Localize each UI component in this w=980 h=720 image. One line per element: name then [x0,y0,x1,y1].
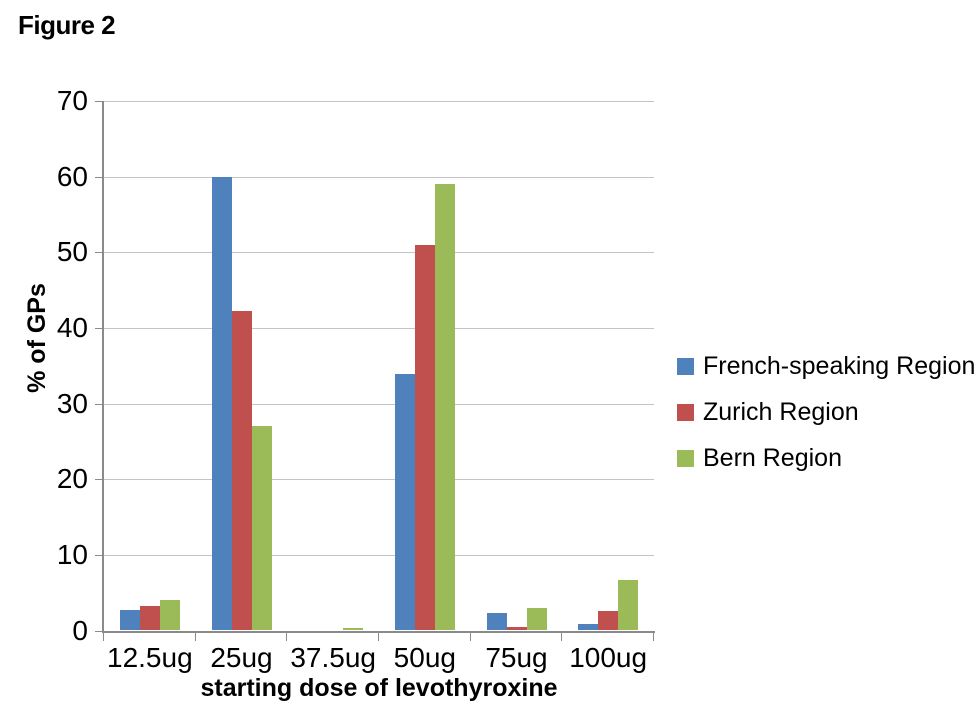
bar-bern-region-25ug [251,426,272,631]
y-tick-label-60: 60 [56,160,88,192]
gridline-70 [104,101,654,102]
figure-title: Figure 2 [18,10,116,40]
x-category-label-25ug: 25ug [210,642,273,673]
x-axis-title: starting dose of levothyroxine [200,674,558,702]
y-tick-0 [95,630,103,632]
x-tick-5 [561,632,563,641]
x-tick-4 [469,632,471,641]
legend-item-zurich-region: Zurich Region [677,398,977,427]
gridline-20 [104,479,654,481]
bar-french-speaking-region-50ug [394,374,415,631]
y-tick-40 [95,327,103,329]
legend-label-zurich-region: Zurich Region [703,398,859,426]
y-tick-70 [95,101,103,102]
legend-swatch-icon-zurich-region [677,404,694,421]
gridline-30 [104,403,654,405]
y-tick-label-10: 10 [56,538,88,570]
bar-bern-region-75ug [526,607,547,631]
bar-zurich-region-100ug [598,610,619,631]
y-tick-60 [95,176,103,178]
x-axis-line [102,630,655,633]
x-tick-3 [378,632,379,641]
y-tick-20 [95,479,103,481]
y-tick-label-0: 0 [72,614,88,646]
x-tick-6 [653,632,654,641]
x-category-label-37.5ug: 37.5ug [290,642,376,673]
legend-item-bern-region: Bern Region [677,444,977,473]
gridline-40 [104,327,654,329]
x-category-label-50ug: 50ug [393,642,456,673]
bar-french-speaking-region-12.5ug [119,610,140,631]
legend-swatch-icon-bern-region [677,450,694,467]
plot-area [104,101,654,631]
legend: French-speaking Region Zurich Region Bern … [677,352,977,490]
legend-swatch-icon-french-speaking-region [677,358,694,375]
x-category-label-12.5ug: 12.5ug [107,642,193,673]
bar-french-speaking-region-75ug [486,613,507,631]
y-tick-label-20: 20 [56,463,88,495]
bar-bern-region-50ug [434,184,455,631]
x-tick-1 [194,632,196,641]
bar-zurich-region-25ug [231,310,252,631]
bar-bern-region-12.5ug [159,600,180,631]
x-tick-0 [103,632,104,641]
legend-item-french-speaking-region: French-speaking Region [677,352,977,381]
y-tick-10 [95,554,103,556]
y-tick-label-30: 30 [56,387,88,419]
gridline-50 [104,252,654,254]
y-axis-line [102,101,104,633]
bar-zurich-region-50ug [414,244,435,631]
bar-french-speaking-region-100ug [578,623,599,631]
x-tick-2 [286,632,288,641]
y-tick-30 [95,403,103,405]
y-tick-label-70: 70 [56,85,88,116]
y-tick-50 [95,252,103,254]
bar-bern-region-37.5ug [343,628,364,631]
bar-zurich-region-75ug [506,626,527,631]
legend-label-bern-region: Bern Region [703,444,842,472]
bar-bern-region-100ug [618,579,639,631]
bar-french-speaking-region-25ug [211,176,232,631]
gridline-10 [104,554,654,556]
x-category-label-75ug: 75ug [485,642,548,673]
y-tick-label-40: 40 [56,311,88,343]
bar-zurich-region-12.5ug [139,605,160,631]
gridline-60 [104,176,654,178]
x-category-label-100ug: 100ug [569,642,648,673]
y-tick-label-50: 50 [56,236,88,268]
legend-label-french-speaking-region: French-speaking Region [703,352,976,380]
